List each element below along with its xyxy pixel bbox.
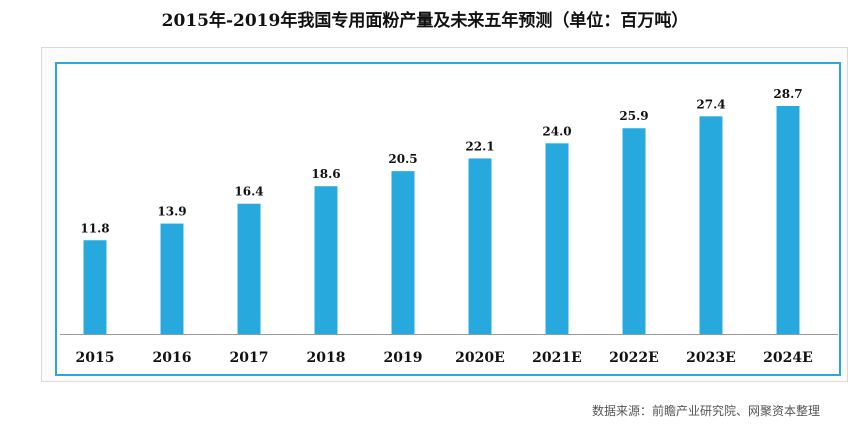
data-label-2023E: 27.4: [696, 97, 725, 111]
x-tick-label-2022E: 2022E: [609, 350, 659, 366]
bar-2015: [83, 240, 107, 334]
data-label-2021E: 24.0: [542, 124, 571, 138]
x-tick-label-2017: 2017: [230, 350, 269, 366]
bar-2017: [237, 203, 261, 334]
bar-2024E: [776, 106, 800, 334]
bar-2020E: [468, 158, 492, 334]
x-tick-label-2016: 2016: [153, 350, 192, 366]
data-label-2018: 18.6: [311, 167, 340, 181]
data-label-2024E: 28.7: [773, 87, 802, 101]
x-tick-label-2019: 2019: [384, 350, 423, 366]
bar-2018: [314, 186, 338, 334]
x-tick-label-2024E: 2024E: [763, 350, 813, 366]
bar-2016: [160, 223, 184, 334]
x-tick-label-2020E: 2020E: [455, 350, 505, 366]
x-tick-label-2023E: 2023E: [686, 350, 736, 366]
data-label-2016: 13.9: [157, 205, 186, 219]
bar-2019: [391, 171, 415, 334]
data-label-2015: 11.8: [80, 221, 109, 235]
x-tick-label-2015: 2015: [76, 350, 115, 366]
data-label-2019: 20.5: [388, 152, 417, 166]
data-label-2022E: 25.9: [619, 109, 648, 123]
bar-2023E: [699, 116, 723, 334]
data-source-note: 数据来源：前瞻产业研究院、网聚资本整理: [591, 404, 820, 418]
data-label-2020E: 22.1: [465, 139, 494, 153]
chart-title: 2015年-2019年我国专用面粉产量及未来五年预测（单位：百万吨）: [161, 11, 689, 31]
bar-2022E: [622, 128, 646, 334]
data-label-2017: 16.4: [234, 185, 263, 199]
bar-2021E: [545, 143, 569, 334]
x-tick-label-2018: 2018: [307, 350, 346, 366]
x-tick-label-2021E: 2021E: [532, 350, 582, 366]
